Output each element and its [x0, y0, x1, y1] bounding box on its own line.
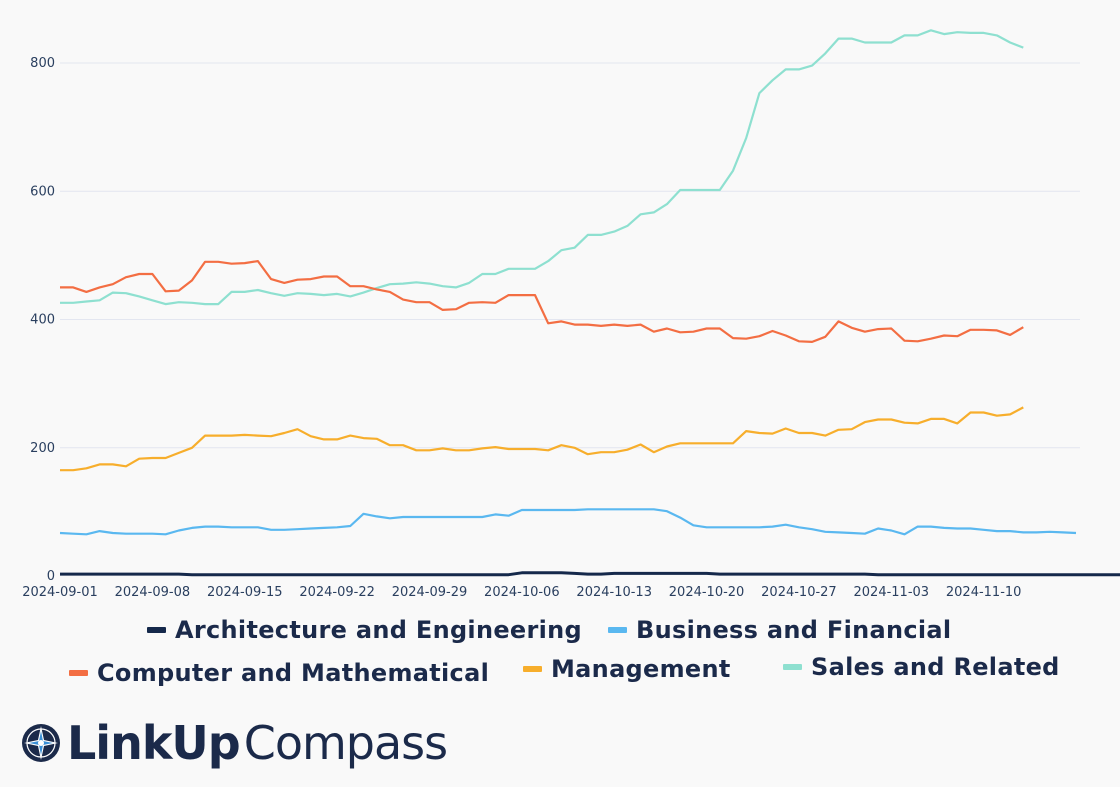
grid-lines	[60, 62, 1080, 449]
legend: Architecture and Engineering Business an…	[0, 612, 1120, 692]
series-line-computer-and-mathematical[interactable]	[60, 260, 1024, 343]
x-tick-label: 2024-10-20	[669, 585, 745, 600]
x-tick-label: 2024-10-06	[484, 585, 560, 600]
legend-item-computer-mathematical[interactable]: Computer and Mathematical	[69, 659, 489, 687]
x-tick-label: 2024-09-08	[115, 585, 191, 600]
series-line-sales-and-related[interactable]	[60, 29, 1024, 306]
legend-item-architecture-engineering[interactable]: Architecture and Engineering	[147, 616, 582, 644]
brand-product: Compass	[243, 716, 448, 770]
compass-icon	[22, 724, 60, 762]
legend-swatch	[147, 627, 166, 633]
x-tick-label: 2024-11-10	[946, 585, 1022, 600]
legend-label: Architecture and Engineering	[175, 616, 583, 644]
y-tick-label: 400	[30, 313, 55, 328]
x-axis: 2024-09-01 2024-09-08 2024-09-15 2024-09-22…	[22, 585, 1021, 600]
x-tick-label: 2024-10-27	[761, 585, 837, 600]
x-tick-label: 2024-11-03	[854, 585, 930, 600]
series-lines	[59, 29, 1120, 577]
brand-name: LinkUp	[67, 716, 241, 770]
x-tick-label: 2024-10-13	[576, 585, 652, 600]
legend-label: Management	[551, 655, 731, 683]
x-tick-label: 2024-09-01	[22, 585, 98, 600]
legend-label: Sales and Related	[811, 653, 1060, 681]
series-line-management[interactable]	[60, 406, 1024, 472]
legend-swatch	[523, 666, 542, 672]
y-tick-label: 0	[47, 569, 55, 584]
legend-swatch	[783, 664, 802, 670]
legend-label: Computer and Mathematical	[97, 659, 490, 687]
y-axis: 0 200 400 600 800	[30, 56, 55, 584]
series-line-business-and-financial[interactable]	[59, 508, 1077, 536]
legend-item-sales-related[interactable]: Sales and Related	[783, 653, 1060, 681]
brand-logo-lockup: LinkUp Compass	[21, 716, 448, 770]
legend-swatch	[69, 670, 88, 676]
series-line-architecture-and-engineering[interactable]	[60, 571, 1120, 577]
x-tick-label: 2024-09-29	[392, 585, 468, 600]
y-tick-label: 600	[30, 184, 55, 199]
legend-item-management[interactable]: Management	[523, 655, 731, 683]
y-tick-label: 800	[30, 56, 55, 71]
legend-item-business-financial[interactable]: Business and Financial	[608, 616, 951, 644]
legend-label: Business and Financial	[636, 616, 952, 644]
legend-swatch	[608, 627, 627, 633]
x-tick-label: 2024-09-22	[299, 585, 375, 600]
x-tick-label: 2024-09-15	[207, 585, 283, 600]
y-tick-label: 200	[30, 441, 55, 456]
